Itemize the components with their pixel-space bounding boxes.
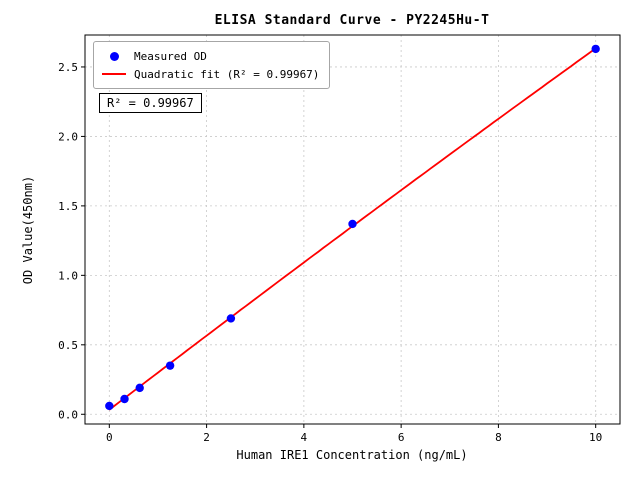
x-tick-label: 6	[398, 431, 405, 444]
y-tick-label: 1.5	[58, 200, 78, 213]
axes-spines	[84, 34, 621, 425]
x-tick-label: 2	[203, 431, 210, 444]
x-tick-label: 4	[301, 431, 308, 444]
scatter-marker-icon	[100, 51, 128, 61]
x-tick-label: 10	[589, 431, 602, 444]
line-marker-icon	[100, 73, 128, 75]
plot-border	[84, 34, 621, 425]
r-squared-annotation: R² = 0.99967	[99, 93, 202, 113]
x-tick-label: 0	[106, 431, 113, 444]
data-point	[348, 219, 357, 229]
y-tick-label: 2.5	[58, 61, 78, 74]
axis-ticks: 0 2 4 6 8 10 0.0 0.5 1.0 1.5 2.0 2.5	[58, 61, 602, 444]
data-point	[226, 314, 236, 323]
data-point	[135, 383, 144, 393]
data-point	[105, 401, 114, 411]
data-point	[165, 361, 175, 370]
chart-title: ELISA Standard Curve - PY2245Hu-T	[215, 13, 490, 28]
legend-item-quadratic-fit: Quadratic fit (R² = 0.99967)	[100, 65, 319, 83]
y-tick-label: 0.0	[58, 408, 78, 421]
legend: Measured OD Quadratic fit (R² = 0.99967)	[93, 41, 331, 89]
grid-lines	[85, 35, 620, 424]
y-tick-label: 1.0	[58, 269, 78, 282]
measured-od-points	[105, 44, 600, 411]
y-tick-label: 0.5	[58, 339, 78, 352]
data-point	[120, 394, 129, 404]
y-tick-label: 2.0	[58, 130, 78, 143]
y-axis-label: OD Value(450nm)	[21, 176, 35, 284]
legend-label-quadratic-fit: Quadratic fit (R² = 0.99967)	[134, 67, 320, 81]
data-point	[591, 44, 600, 54]
legend-item-measured-od: Measured OD	[100, 47, 319, 65]
x-tick-label: 8	[495, 431, 502, 444]
x-axis-label: Human IRE1 Concentration (ng/mL)	[236, 448, 467, 462]
legend-label-measured-od: Measured OD	[134, 49, 207, 63]
